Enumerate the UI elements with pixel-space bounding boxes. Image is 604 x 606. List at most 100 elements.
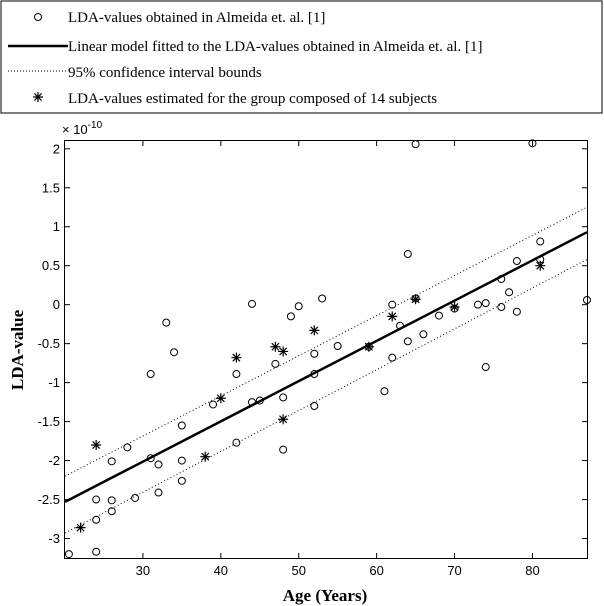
star-data-point — [278, 346, 289, 357]
x-tick-label: 70 — [447, 563, 461, 578]
star-data-point — [387, 311, 398, 322]
circle-data-point — [481, 363, 490, 372]
circle-data-point — [146, 370, 155, 379]
star-data-point — [91, 439, 102, 450]
legend-entry-fit-label: Linear model fitted to the LDA-values ob… — [68, 39, 482, 55]
circle-data-point — [536, 237, 545, 246]
confidence-bound-line — [64, 259, 588, 534]
circle-data-point — [497, 274, 506, 283]
circle-data-point — [310, 349, 319, 358]
x-tick-label: 50 — [291, 563, 305, 578]
legend-entry-circle-label: LDA-values obtained in Almeida et. al. [… — [68, 10, 325, 26]
circle-data-point — [318, 294, 327, 303]
x-tick-label: 80 — [525, 563, 539, 578]
circle-data-point — [388, 300, 397, 309]
circle-data-point — [232, 438, 241, 447]
circle-data-point — [294, 302, 303, 311]
circle-data-point — [146, 454, 155, 463]
legend-star-marker — [33, 92, 43, 102]
circle-data-point — [232, 370, 241, 379]
y-tick-label: 0.5 — [42, 258, 60, 273]
y-multiplier-label: × 10-10 — [62, 120, 103, 137]
circle-data-point — [473, 300, 482, 309]
star-data-point — [449, 302, 460, 313]
y-tick-label: -2.5 — [38, 492, 60, 507]
data-points — [64, 139, 591, 559]
star-data-point — [278, 414, 289, 425]
y-axis: -3 -2.5 -2 -1.5 -1 -0.5 0 0.5 1 1.5 2 — [38, 141, 587, 546]
circle-data-point — [247, 398, 256, 407]
circle-data-point — [154, 488, 163, 497]
legend: LDA-values obtained in Almeida et. al. [… — [0, 0, 603, 114]
y-tick-label: 1.5 — [42, 180, 60, 195]
circle-data-point — [131, 493, 140, 502]
x-axis: 30 40 50 60 70 80 — [136, 141, 540, 578]
legend-circle-marker — [34, 13, 42, 21]
circle-data-point — [512, 307, 521, 316]
legend-entry-star-label: LDA-values estimated for the group compo… — [68, 91, 437, 107]
circle-data-point — [411, 140, 420, 149]
circle-data-point — [396, 321, 405, 330]
circle-data-point — [512, 257, 521, 266]
circle-data-point — [107, 496, 116, 505]
circle-data-point — [505, 288, 514, 297]
circle-data-point — [107, 457, 116, 466]
star-data-point — [410, 294, 421, 305]
plot-frame — [64, 140, 588, 559]
circle-data-point — [177, 476, 186, 485]
circle-data-point — [255, 396, 264, 405]
circle-data-point — [92, 515, 101, 524]
circle-data-point — [177, 456, 186, 465]
y-tick-label: -1.5 — [38, 414, 60, 429]
circle-data-point — [310, 370, 319, 379]
circle-data-point — [170, 348, 179, 357]
circle-data-point — [497, 303, 506, 312]
star-data-point — [309, 325, 320, 336]
circle-data-point — [419, 330, 428, 339]
circle-data-point — [271, 359, 280, 368]
y-tick-label: 2 — [53, 141, 60, 156]
circle-data-point — [279, 445, 288, 454]
y-axis-label: LDA-value — [8, 309, 27, 390]
fit-line — [64, 231, 588, 503]
y-tick-label: -2 — [48, 453, 60, 468]
circle-data-point — [92, 547, 101, 556]
y-tick-label: -3 — [48, 531, 60, 546]
x-tick-label: 40 — [214, 563, 228, 578]
circle-data-point — [310, 402, 319, 411]
star-data-point — [215, 393, 226, 404]
model-lines — [64, 206, 588, 534]
circle-data-point — [64, 550, 73, 559]
circle-data-point — [583, 296, 591, 305]
circle-data-point — [286, 312, 295, 321]
circle-data-point — [107, 507, 116, 516]
circle-data-point — [434, 311, 443, 320]
circle-data-point — [403, 337, 412, 346]
y-tick-label: -0.5 — [38, 336, 60, 351]
circle-data-point — [123, 443, 132, 452]
circle-data-point — [380, 387, 389, 396]
circle-data-point — [154, 460, 163, 469]
x-tick-label: 60 — [369, 563, 383, 578]
circle-data-point — [528, 139, 537, 148]
circle-data-point — [481, 299, 490, 308]
star-data-point — [363, 341, 374, 352]
circle-data-point — [333, 341, 342, 350]
star-data-point — [535, 260, 546, 271]
star-data-point — [200, 451, 211, 462]
legend-entry-ci-label: 95% confidence interval bounds — [68, 65, 262, 81]
legend-box — [0, 0, 603, 114]
star-data-point — [231, 352, 242, 363]
circle-data-point — [177, 421, 186, 430]
circle-data-point — [162, 318, 171, 327]
star-data-point — [75, 522, 86, 533]
star-data-point — [270, 341, 281, 352]
circle-data-point — [209, 400, 218, 409]
y-tick-label: -1 — [48, 375, 60, 390]
y-tick-label: 1 — [53, 219, 60, 234]
x-axis-label: Age (Years) — [283, 586, 368, 605]
x-tick-label: 30 — [136, 563, 150, 578]
circle-data-point — [92, 495, 101, 504]
circle-data-point — [388, 353, 397, 362]
